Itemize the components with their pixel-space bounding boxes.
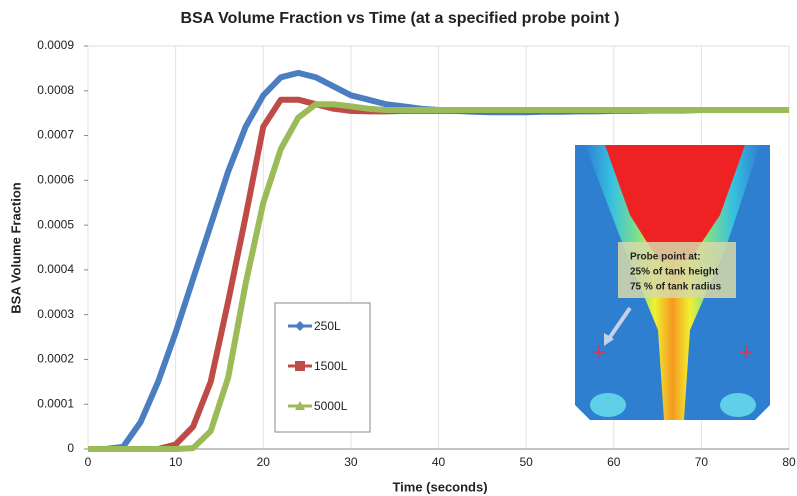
- annotation-box: [618, 242, 736, 298]
- x-tick-label: 30: [344, 455, 358, 469]
- arrow: [606, 306, 632, 342]
- y-axis-title: BSA Volume Fraction: [8, 182, 23, 314]
- vortex: [720, 393, 756, 417]
- plot-area: 0 10 20 30 40 50 60 70 80 0 0.0001 0.0002 0.0003 0.00…: [37, 38, 796, 469]
- y-tick-label: 0.0006: [37, 173, 74, 187]
- x-tick-label: 80: [782, 455, 796, 469]
- legend-marker: [295, 321, 305, 331]
- y-tick-label: 0: [67, 441, 74, 455]
- x-tick-label: 60: [607, 455, 621, 469]
- chart-title: BSA Volume Fraction vs Time (at a specif…: [181, 10, 620, 27]
- y-tick-label: 0.0003: [37, 307, 74, 321]
- inset-image: Probe point at: 25% of tank height 75 % …: [575, 145, 770, 420]
- x-tick-label: 50: [519, 455, 533, 469]
- y-tick-label: 0.0005: [37, 217, 74, 231]
- tank-core: [605, 145, 745, 260]
- probe-marker: [593, 346, 752, 358]
- y-tick-label: 0.0002: [37, 352, 74, 366]
- y-tick-label: 0.0009: [37, 38, 74, 52]
- y-tick-label: 0.0004: [37, 262, 74, 276]
- x-tick-label: 0: [85, 455, 92, 469]
- legend-label: 5000L: [314, 399, 348, 413]
- x-tick-label: 70: [695, 455, 709, 469]
- annotation: 75 % of tank radius: [630, 282, 722, 293]
- series-line: [88, 101, 789, 452]
- x-tick-label: 40: [432, 455, 446, 469]
- legend-label: 1500L: [314, 359, 348, 373]
- arrow-head: [604, 333, 614, 346]
- annotation: 25% of tank height: [630, 267, 719, 278]
- annotation: Probe point at:: [630, 252, 701, 263]
- vortex: [590, 393, 626, 417]
- legend-label: 250L: [314, 319, 341, 333]
- y-tick-label: 0.0008: [37, 83, 74, 97]
- x-tick-label: 10: [169, 455, 183, 469]
- y-tick-label: 0.0001: [37, 396, 74, 410]
- legend-marker: [295, 401, 305, 410]
- y-tick-label: 0.0007: [37, 128, 74, 142]
- legend: 250L 1500L 5000L: [274, 302, 371, 433]
- x-axis-title: Time (seconds): [392, 479, 487, 494]
- x-tick-label: 20: [257, 455, 271, 469]
- legend-marker: [295, 361, 305, 371]
